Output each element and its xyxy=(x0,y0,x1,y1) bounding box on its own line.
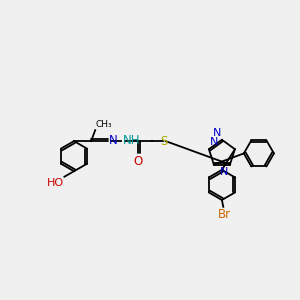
Text: NH: NH xyxy=(123,134,140,147)
Text: S: S xyxy=(161,135,168,148)
Text: N: N xyxy=(213,128,221,138)
Text: N: N xyxy=(210,137,218,147)
Text: N: N xyxy=(220,167,229,177)
Text: O: O xyxy=(133,155,142,168)
Text: Br: Br xyxy=(218,208,230,221)
Text: N: N xyxy=(109,134,118,147)
Text: CH₃: CH₃ xyxy=(96,120,112,129)
Text: HO: HO xyxy=(46,178,64,188)
